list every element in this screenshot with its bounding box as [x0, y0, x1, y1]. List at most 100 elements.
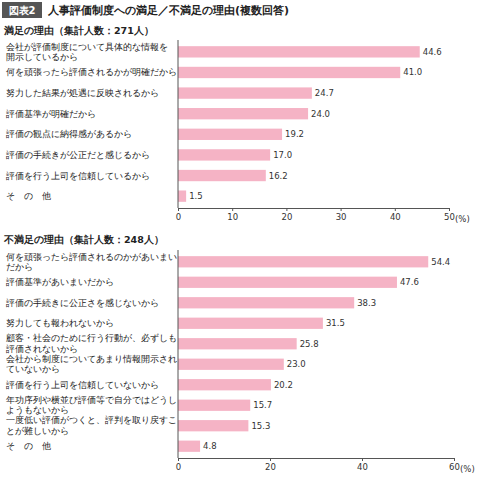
data-label: 54.4 — [431, 257, 450, 267]
x-tick-mark — [178, 208, 179, 211]
category-label-line: 評価の観点に納得感があるから — [6, 129, 132, 139]
category-label: 一度低い評価がつくと、評判を取り戻すことが難しいから — [6, 415, 177, 436]
category-label: 年功序列や横並び評価等で自分ではどうしようもないから — [6, 395, 177, 416]
category-labels: 何を頑張ったら評価されるのかがあいまいだから評価基準があいまいだから評価の手続き… — [6, 252, 177, 452]
bar — [178, 256, 428, 267]
x-axis-line — [179, 459, 455, 462]
x-tick-mark — [454, 458, 455, 461]
data-label: 19.2 — [285, 129, 304, 139]
bar — [178, 67, 400, 78]
x-tick: 30 — [336, 208, 347, 222]
x-tick-label: 40 — [357, 462, 368, 472]
x-tick: 20 — [265, 458, 276, 472]
x-tick-label: 0 — [176, 462, 181, 472]
bar — [178, 318, 323, 329]
category-label: 何を頑張ったら評価されるかが明確だから — [6, 67, 177, 77]
x-tick: 10 — [227, 208, 238, 222]
data-label: 15.7 — [253, 400, 272, 410]
category-label: 顧客・社会のために行う行動が、必ずしも評価されないから — [6, 333, 177, 354]
figure-badge — [2, 2, 42, 18]
category-labels: 会社が評価制度について具体的な情報を開示しているから何を頑張ったら評価されるかが… — [6, 42, 177, 202]
chart-root: 図表2人事評価制度への満足／不満足の理由(複数回答)満足の理由（集計人数：271… — [0, 0, 500, 490]
bars — [178, 46, 420, 202]
x-tick-label: 40 — [390, 212, 401, 222]
category-label-line: そ の 他 — [6, 191, 51, 201]
data-label: 23.0 — [287, 359, 306, 369]
category-label-line: 会社から制度についてあまり情報開示され — [6, 354, 177, 364]
category-label: 評価の観点に納得感があるから — [6, 129, 132, 139]
category-label: 努力しても報われないから — [6, 318, 114, 328]
x-tick: 0 — [176, 458, 181, 472]
x-tick-label: 10 — [227, 212, 238, 222]
data-label: 44.6 — [423, 47, 442, 57]
bar — [178, 277, 397, 288]
category-label-line: 努力しても報われないから — [6, 318, 114, 328]
x-tick-mark — [449, 208, 450, 211]
x-axis: 01020304050 — [176, 208, 455, 222]
bar — [178, 149, 270, 160]
bar — [178, 297, 354, 308]
data-label: 24.0 — [311, 109, 330, 119]
category-label-line: 評価基準があいまいだから — [6, 277, 114, 287]
bars — [178, 256, 428, 452]
x-tick-label: 60 — [449, 462, 460, 472]
bar — [178, 46, 420, 57]
x-tick: 40 — [390, 208, 401, 222]
chart: 不満足の理由（集計人数：248人）54.447.638.331.525.823.… — [3, 234, 475, 474]
figure-label: 図表2 — [9, 5, 36, 16]
data-label: 47.6 — [400, 277, 419, 287]
bar — [178, 129, 282, 140]
x-tick-mark — [232, 208, 233, 211]
bar — [178, 359, 284, 370]
category-label-line: 何を頑張ったら評価されるのかがあいまい — [6, 252, 177, 262]
chart: 満足の理由（集計人数：271人） 44.641.0 24.7 24.0 19.2 17.0… — [3, 25, 470, 224]
category-label: 評価の手続きに公正さを感じないから — [6, 298, 159, 308]
category-label-line: そ の 他 — [6, 441, 51, 451]
x-tick-label: 50 — [444, 212, 455, 222]
x-axis-title: (%) — [455, 214, 470, 224]
data-label: 31.5 — [326, 318, 345, 328]
category-label: 評価基準があいまいだから — [6, 277, 114, 287]
x-tick-mark — [362, 458, 363, 461]
x-tick-label: 30 — [336, 212, 347, 222]
category-label-line: 評価を行う上司を信頼していないから — [6, 380, 159, 390]
bar — [178, 400, 250, 411]
category-label-line: 評価を行う上司を信頼しているから — [6, 171, 150, 181]
x-tick: 40 — [357, 458, 368, 472]
category-label: そ の 他 — [6, 191, 51, 201]
bar — [178, 441, 200, 452]
category-label: 評価を行う上司を信頼していないから — [6, 380, 159, 390]
category-label: 会社から制度についてあまり情報開示されていないから — [6, 354, 177, 375]
x-tick-mark — [178, 458, 179, 461]
category-label-line: とが難しいから — [6, 426, 69, 436]
data-label: 24.7 — [315, 88, 334, 98]
data-label: 16.2 — [269, 171, 288, 181]
category-label: 評価基準が明確だから — [6, 109, 96, 119]
category-label-line: 努力した結果が処遇に反映されるから — [6, 88, 159, 98]
x-axis: 0 20 40 60 — [176, 458, 460, 472]
x-tick-mark — [270, 458, 271, 461]
category-label-line: 評価の手続きが公正だと感じるから — [6, 150, 150, 160]
category-label-line: ようもないから — [6, 405, 69, 415]
x-tick: 0 — [176, 208, 181, 222]
chart-title: 満足の理由（集計人数：271人） — [3, 25, 154, 36]
category-label-line: 顧客・社会のために行う行動が、必ずしも — [6, 333, 177, 343]
category-label-line: 開示しているから — [6, 52, 78, 62]
category-label: 努力した結果が処遇に反映されるから — [6, 88, 159, 98]
x-tick-mark — [341, 208, 342, 211]
x-tick-mark — [395, 208, 396, 211]
data-label: 41.0 — [403, 67, 422, 77]
data-label: 1.5 — [189, 191, 203, 201]
category-label-line: だから — [6, 262, 33, 272]
x-tick: 50 — [444, 208, 455, 222]
x-axis-line — [179, 209, 450, 212]
x-tick: 60 — [449, 458, 460, 472]
category-label: 評価を行う上司を信頼しているから — [6, 171, 150, 181]
data-label: 4.8 — [203, 441, 217, 451]
chart-title: 不満足の理由（集計人数：248人） — [3, 234, 164, 245]
data-label: 17.0 — [273, 150, 292, 160]
bar — [178, 379, 271, 390]
x-tick-mark — [286, 208, 287, 211]
category-label-line: 何を頑張ったら評価されるかが明確だから — [6, 67, 177, 77]
bar — [178, 87, 312, 98]
